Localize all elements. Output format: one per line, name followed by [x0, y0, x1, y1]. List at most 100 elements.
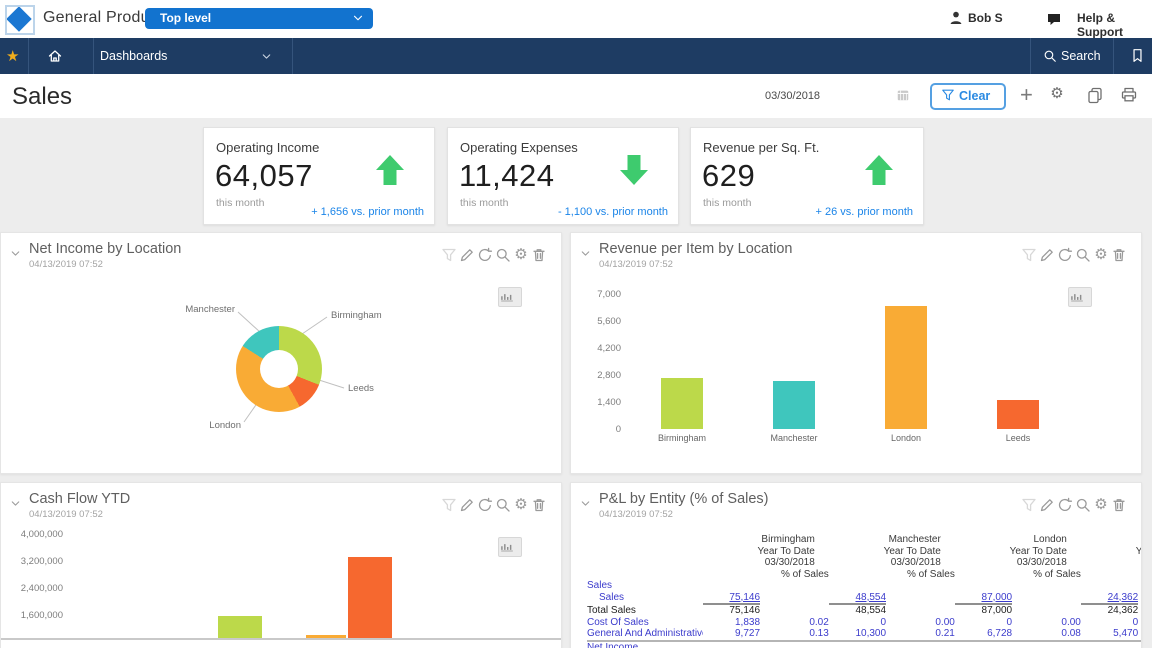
donut-label-london: London	[209, 420, 241, 431]
row-label[interactable]: Cost Of Sales	[587, 616, 649, 628]
settings-icon[interactable]: ⚙	[514, 495, 528, 513]
row-label[interactable]: Total Sales	[587, 604, 636, 616]
pnl-table[interactable]: Birmingham Year To Date 03/30/2018% of Sal…	[587, 534, 1141, 648]
delete-icon[interactable]	[531, 247, 547, 263]
nav-dashboards[interactable]: Dashboards	[100, 49, 168, 63]
x-axis-label: Manchester	[770, 433, 818, 443]
edit-icon[interactable]	[1039, 247, 1055, 263]
level-selector-dropdown[interactable]: Top level	[145, 8, 373, 29]
kpi-value: 64,057	[215, 158, 313, 193]
row-label[interactable]: General And Administrative	[587, 628, 703, 642]
chevron-down-icon[interactable]	[260, 50, 273, 63]
cell-value	[886, 580, 955, 592]
refresh-icon[interactable]	[477, 247, 493, 263]
table-row[interactable]: General And Administrative 9,727 0.13 10,30…	[587, 628, 1141, 642]
chart-export-icon	[1069, 289, 1085, 305]
panel-pnl-by-entity: P&L by Entity (% of Sales) 04/13/2019 07…	[570, 482, 1142, 648]
cell-value	[829, 641, 886, 648]
calendar-icon[interactable]	[896, 88, 910, 102]
cell-value	[1012, 641, 1081, 648]
edit-icon[interactable]	[459, 497, 475, 513]
row-label[interactable]: Net Income	[587, 641, 639, 648]
y-axis-tick: 1,400	[597, 397, 621, 408]
delete-icon[interactable]	[1111, 497, 1127, 513]
favorite-star-icon[interactable]: ★	[6, 48, 20, 65]
bar-manchester[interactable]	[773, 381, 815, 429]
donut-chart[interactable]	[236, 326, 322, 412]
cell-value: 75,146	[702, 591, 761, 605]
search-icon[interactable]	[1043, 49, 1057, 63]
chart-export-icon	[499, 539, 515, 555]
panel-actions: ⚙	[1019, 496, 1127, 512]
print-icon[interactable]	[1120, 86, 1138, 104]
help-support-link[interactable]: Help & Support	[1077, 11, 1123, 39]
cell-value: 6,728	[954, 628, 1013, 642]
collapse-chevron-icon[interactable]	[9, 247, 22, 260]
collapse-chevron-icon[interactable]	[9, 497, 22, 510]
report-date[interactable]: 03/30/2018	[765, 90, 821, 102]
collapse-chevron-icon[interactable]	[579, 497, 592, 510]
settings-icon[interactable]: ⚙	[1094, 245, 1108, 263]
chat-bubble-icon[interactable]	[1046, 11, 1062, 27]
bar-leeds[interactable]	[997, 400, 1039, 429]
filter-icon[interactable]	[1021, 497, 1037, 513]
cell-value	[703, 580, 760, 592]
bookmark-icon[interactable]	[1130, 48, 1145, 63]
chart-export-icon	[499, 289, 515, 305]
table-row[interactable]: Cost Of Sales 1,838 0.02 0 0.00 0 0.00 0	[587, 616, 1141, 629]
bar[interactable]	[218, 616, 262, 639]
refresh-icon[interactable]	[1057, 247, 1073, 263]
table-row[interactable]: Sales 75,146 48,554 87,000 24,362	[587, 591, 1141, 605]
panel-title: Cash Flow YTD	[29, 491, 131, 507]
cell-value	[1138, 592, 1141, 605]
clear-filter-button[interactable]: Clear	[930, 83, 1006, 110]
filter-icon[interactable]	[441, 497, 457, 513]
add-widget-icon[interactable]: +	[1020, 82, 1033, 107]
zoom-icon[interactable]	[495, 247, 511, 263]
delete-icon[interactable]	[531, 497, 547, 513]
table-row[interactable]: Sales	[587, 580, 1141, 592]
settings-icon[interactable]: ⚙	[514, 245, 528, 263]
bar[interactable]	[348, 557, 392, 639]
bar[interactable]	[306, 635, 346, 639]
nav-search[interactable]: Search	[1061, 49, 1101, 63]
cell-value	[955, 641, 1012, 648]
cell-value	[703, 641, 760, 648]
edit-icon[interactable]	[459, 247, 475, 263]
bar-london[interactable]	[885, 306, 927, 429]
refresh-icon[interactable]	[1057, 497, 1073, 513]
zoom-icon[interactable]	[1075, 247, 1091, 263]
settings-icon[interactable]: ⚙	[1094, 495, 1108, 513]
bar-birmingham[interactable]	[661, 378, 703, 429]
filter-icon[interactable]	[441, 247, 457, 263]
refresh-icon[interactable]	[477, 497, 493, 513]
collapse-chevron-icon[interactable]	[579, 247, 592, 260]
cell-value: 0	[880, 616, 887, 628]
row-label[interactable]: Sales	[587, 580, 613, 591]
copy-icon[interactable]	[1086, 86, 1104, 104]
y-axis-tick: 7,000	[597, 289, 621, 300]
home-icon[interactable]	[47, 48, 63, 64]
kpi-title: Revenue per Sq. Ft.	[703, 140, 820, 155]
zoom-icon[interactable]	[1075, 497, 1091, 513]
chevron-down-icon	[351, 11, 365, 25]
table-row[interactable]: Net Income	[587, 641, 1141, 648]
cell-value: 5,470	[1080, 628, 1139, 642]
zoom-icon[interactable]	[495, 497, 511, 513]
donut-label-birmingham: Birmingham	[331, 310, 382, 321]
export-chart-button[interactable]	[498, 287, 522, 307]
user-name[interactable]: Bob S	[968, 11, 1003, 25]
export-chart-button[interactable]	[1068, 287, 1092, 307]
edit-icon[interactable]	[1039, 497, 1055, 513]
table-row[interactable]: Total Sales 75,146 48,554 87,000 24,362	[587, 604, 1141, 617]
page-header: Sales 03/30/2018 Clear + ⚙	[0, 74, 1152, 118]
kpi-card-revenue-per-sqft: Revenue per Sq. Ft. 629 this month + 26 …	[690, 127, 924, 225]
export-chart-button[interactable]	[498, 537, 522, 557]
kpi-period: this month	[460, 197, 509, 209]
cell-value	[760, 604, 829, 617]
row-label[interactable]: Sales	[599, 592, 625, 603]
settings-icon[interactable]: ⚙	[1050, 85, 1064, 102]
filter-icon[interactable]	[1021, 247, 1037, 263]
level-selector-value: Top level	[160, 11, 212, 25]
delete-icon[interactable]	[1111, 247, 1127, 263]
